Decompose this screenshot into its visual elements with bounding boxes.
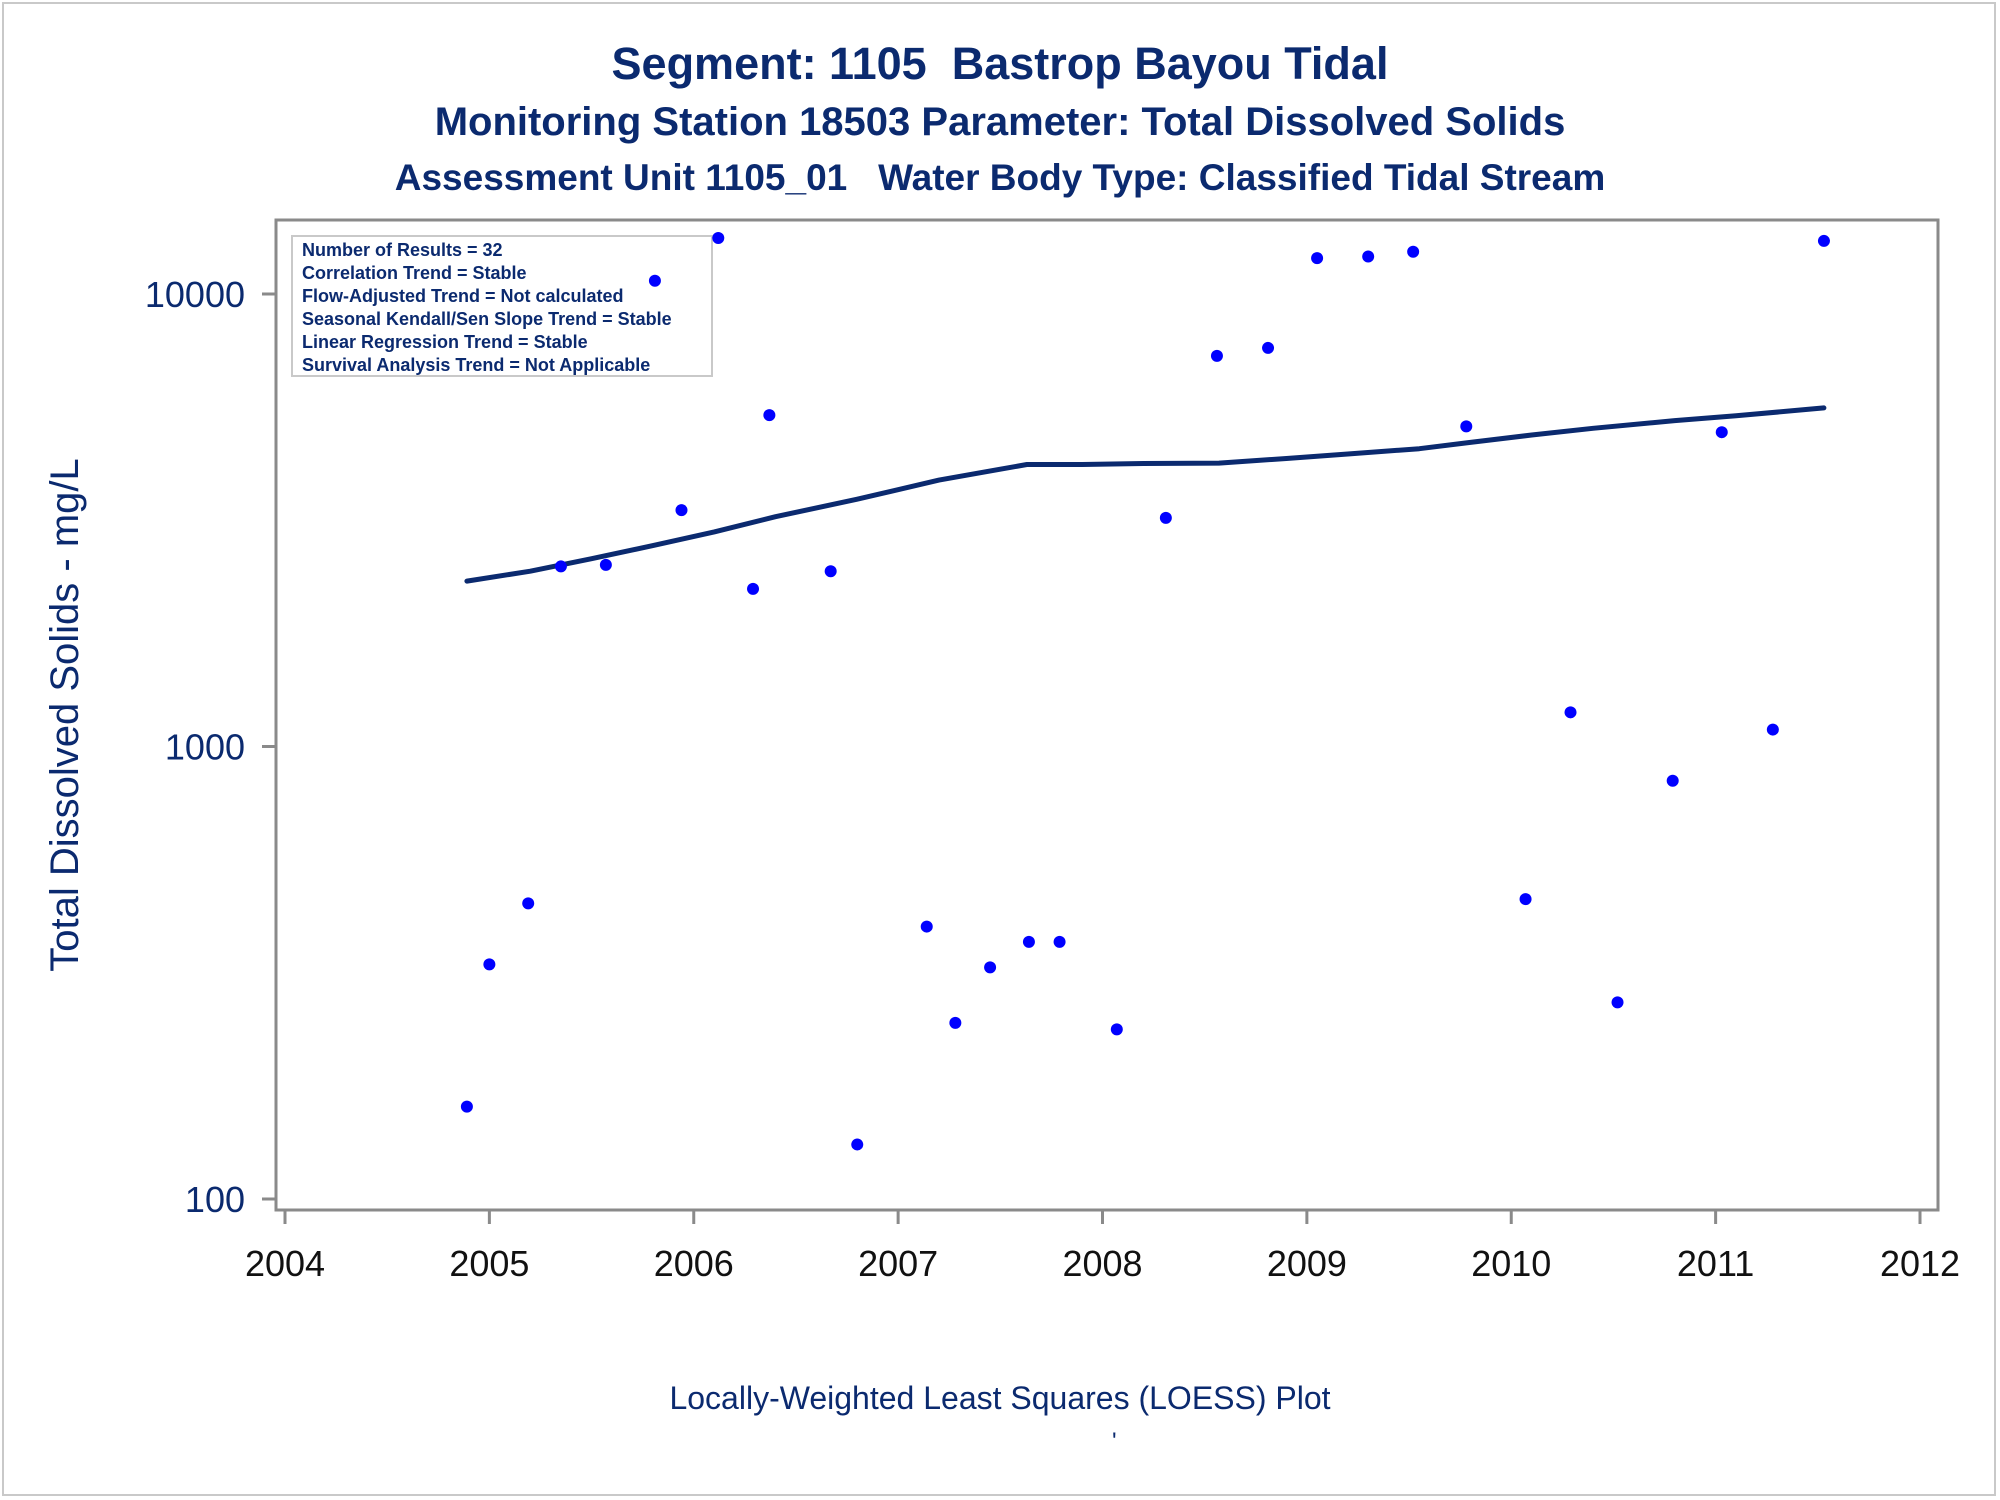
- y-tick-label: 100: [185, 1179, 245, 1220]
- data-point: [1564, 706, 1577, 719]
- y-tick-label: 10000: [145, 274, 245, 315]
- data-point: [460, 1100, 473, 1113]
- plot-area: [274, 218, 1940, 1212]
- loess-series: [464, 405, 1827, 584]
- data-point: [747, 582, 760, 595]
- x-tick-label: 2005: [449, 1243, 529, 1284]
- data-point: [1053, 935, 1066, 948]
- data-point: [522, 897, 535, 910]
- data-point: [949, 1016, 962, 1029]
- data-point: [1262, 341, 1275, 354]
- data-point: [1311, 252, 1324, 265]
- x-axis: 2004 2005 2006 2007 2008 2009 2010 2011 2012: [245, 1210, 1960, 1284]
- data-point: [675, 504, 688, 517]
- data-point: [1519, 893, 1532, 906]
- data-point: [851, 1138, 864, 1151]
- data-point: [1611, 996, 1624, 1009]
- chart-footnote: Locally-Weighted Least Squares (LOESS) P…: [669, 1380, 1331, 1416]
- y-axis-label: Total Dissolved Solids - mg/L: [43, 458, 87, 972]
- legend-box-line: Seasonal Kendall/Sen Slope Trend = Stabl…: [302, 309, 672, 329]
- data-point: [824, 565, 837, 578]
- data-point: [1460, 420, 1473, 433]
- legend-box-line: Linear Regression Trend = Stable: [302, 332, 588, 352]
- data-point: [554, 560, 567, 573]
- data-point: [1110, 1023, 1123, 1036]
- legend-box-line: Number of Results = 32: [302, 240, 503, 260]
- loess-line: [464, 405, 1827, 584]
- y-axis: 100 1000 10000: [145, 274, 276, 1220]
- data-point: [920, 920, 933, 933]
- legend-box-frame: [291, 235, 713, 377]
- legend-box-line: Flow-Adjusted Trend = Not calculated: [302, 286, 624, 306]
- legend-box: Number of Results = 32 Correlation Trend …: [291, 235, 713, 377]
- data-point: [1159, 511, 1172, 524]
- data-point: [984, 961, 997, 974]
- data-point: [712, 231, 725, 244]
- data-point: [599, 558, 612, 571]
- chart-title: Segment: 1105 Bastrop Bayou Tidal: [611, 38, 1389, 89]
- points-series: [460, 231, 1830, 1151]
- data-point: [1817, 234, 1830, 247]
- data-point: [1766, 723, 1779, 736]
- chart-subtitle-2: Assessment Unit 1105_01 Water Body Type:…: [394, 157, 1606, 198]
- data-point: [1210, 349, 1223, 362]
- chart-subtitle: Monitoring Station 18503 Parameter: Tota…: [434, 100, 1566, 144]
- data-point: [1362, 250, 1375, 263]
- y-tick-label: 1000: [165, 727, 245, 768]
- data-point: [763, 409, 776, 422]
- x-tick-label: 2008: [1062, 1243, 1142, 1284]
- legend-box-line: Survival Analysis Trend = Not Applicable: [302, 355, 650, 375]
- x-tick-label: 2009: [1267, 1243, 1347, 1284]
- x-tick-label: 2006: [654, 1243, 734, 1284]
- x-tick-label: 2007: [858, 1243, 938, 1284]
- legend-box-line: Correlation Trend = Stable: [302, 263, 527, 283]
- x-tick-label: 2011: [1677, 1243, 1754, 1284]
- data-point: [1715, 426, 1728, 439]
- footnote-mark: ': [1112, 1428, 1117, 1455]
- data-point: [1666, 774, 1679, 787]
- x-tick-label: 2010: [1471, 1243, 1551, 1284]
- x-tick-label: 2004: [245, 1243, 325, 1284]
- data-point: [648, 274, 661, 287]
- data-point: [1022, 935, 1035, 948]
- data-point: [483, 958, 496, 971]
- x-tick-label: 2012: [1880, 1243, 1960, 1284]
- data-point: [1407, 245, 1420, 258]
